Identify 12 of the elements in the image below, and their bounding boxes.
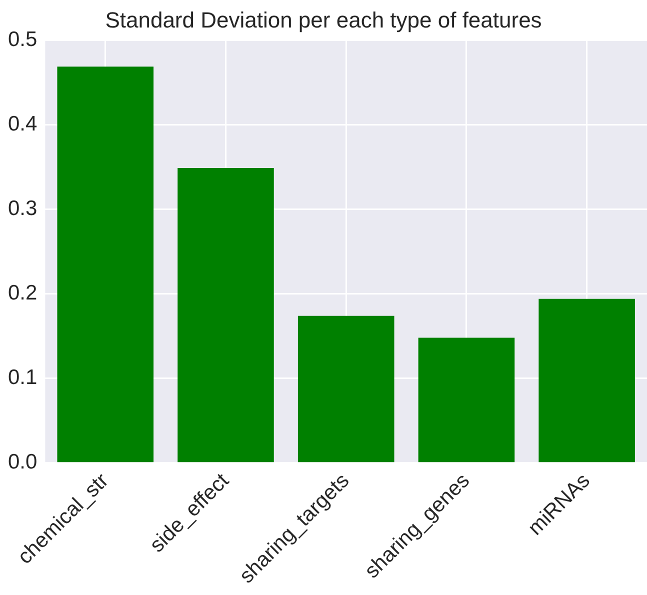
bar (538, 298, 635, 462)
y-tick-label: 0.2 (8, 282, 38, 305)
bar (418, 338, 515, 462)
y-tick-label: 0.5 (8, 28, 38, 52)
y-tick-label: 0.0 (8, 450, 38, 474)
bar (178, 168, 274, 462)
y-tick-label: 0.1 (8, 366, 38, 390)
y-tick-label: 0.3 (8, 197, 38, 220)
chart-title: Standard Deviation per each type of features (105, 7, 542, 32)
bar (57, 66, 154, 462)
y-tick-label: 0.4 (8, 112, 38, 136)
bar (298, 316, 394, 462)
